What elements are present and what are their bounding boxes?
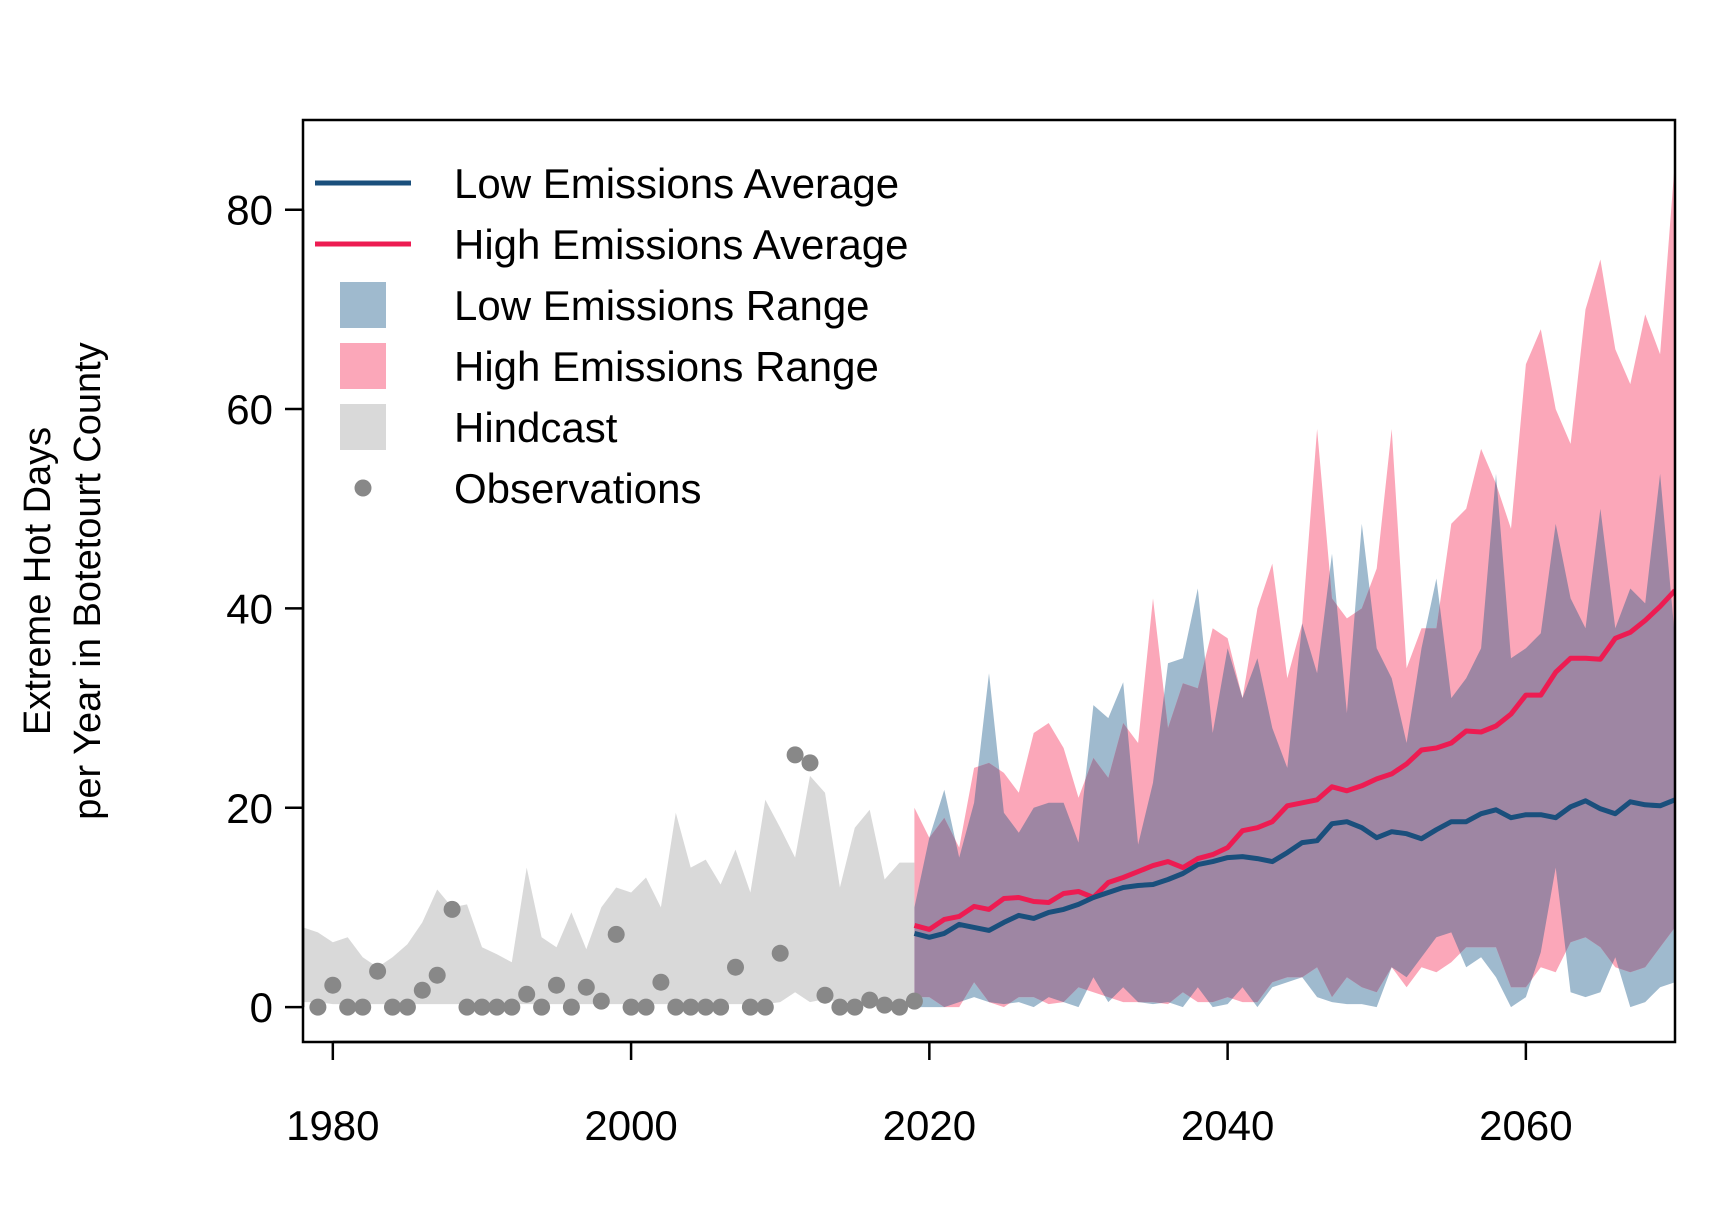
observation-point xyxy=(443,900,461,918)
legend-item: Hindcast xyxy=(340,404,618,451)
y-axis-title-line-1: Extreme Hot Days xyxy=(17,427,59,735)
x-tick-label: 2000 xyxy=(584,1102,677,1149)
observation-point xyxy=(533,998,551,1016)
y-tick-label: 60 xyxy=(226,386,273,433)
x-tick-label: 2040 xyxy=(1181,1102,1274,1149)
y-tick-label: 40 xyxy=(226,585,273,632)
observation-point xyxy=(712,998,730,1016)
observation-point xyxy=(637,998,655,1016)
legend-label: Low Emissions Range xyxy=(454,282,870,329)
legend-box-symbol xyxy=(340,343,386,389)
observation-point xyxy=(607,925,625,943)
legend-label: Low Emissions Average xyxy=(454,160,899,207)
observation-point xyxy=(503,998,521,1016)
range-overlap-band xyxy=(914,473,1675,1008)
observation-point xyxy=(756,998,774,1016)
legend-item: Low Emissions Range xyxy=(340,282,870,329)
observation-point xyxy=(667,998,685,1016)
y-tick-label: 0 xyxy=(250,984,273,1031)
observation-point xyxy=(548,976,565,994)
observation-point xyxy=(831,998,849,1016)
plot-content xyxy=(303,159,1675,1016)
legend-box-symbol xyxy=(340,404,386,450)
observation-point xyxy=(592,992,610,1010)
y-tick-label: 80 xyxy=(226,187,273,234)
observation-point xyxy=(905,992,923,1010)
legend-item: High Emissions Average xyxy=(315,221,908,268)
x-tick-label: 2060 xyxy=(1479,1102,1572,1149)
observation-point xyxy=(876,996,894,1014)
observation-point xyxy=(398,998,416,1016)
observation-point xyxy=(473,998,491,1016)
legend: Low Emissions Average High Emissions Aver… xyxy=(315,160,908,512)
observation-point xyxy=(428,966,446,984)
plot-area xyxy=(303,159,1675,1016)
hindcast-band xyxy=(303,775,915,1005)
legend-item: High Emissions Range xyxy=(340,343,879,390)
observation-point xyxy=(861,991,879,1009)
legend-box-symbol xyxy=(340,282,386,328)
high-emissions-average-line xyxy=(913,588,1675,932)
observation-point xyxy=(741,998,759,1016)
y-tick-label: 20 xyxy=(226,785,273,832)
observation-point xyxy=(846,998,864,1016)
observation-point xyxy=(891,998,908,1016)
observation-point xyxy=(458,998,476,1016)
legend-label: High Emissions Range xyxy=(454,343,879,390)
legend-item: Low Emissions Average xyxy=(315,160,899,207)
observation-point xyxy=(369,962,387,980)
legend-label: High Emissions Average xyxy=(454,221,908,268)
legend-item: Observations xyxy=(354,465,701,512)
observation-point xyxy=(339,998,357,1016)
observation-point xyxy=(786,746,804,764)
observation-point xyxy=(324,976,342,994)
observation-point xyxy=(413,981,431,999)
legend-label: Observations xyxy=(454,465,701,512)
observation-point xyxy=(488,998,506,1016)
observation-point xyxy=(801,754,819,772)
observation-point xyxy=(816,986,834,1004)
low-emissions-average-line xyxy=(913,797,1675,940)
observation-point xyxy=(384,998,401,1016)
observation-point xyxy=(682,998,700,1016)
y-axis-title-line-2: per Year in Botetourt County xyxy=(67,342,109,819)
x-tick-label: 1980 xyxy=(286,1102,379,1149)
observation-point xyxy=(697,998,715,1016)
legend-point-symbol xyxy=(354,479,372,497)
observation-point xyxy=(354,998,372,1016)
observation-point xyxy=(577,978,595,996)
observation-point xyxy=(622,998,640,1016)
x-tick-label: 2020 xyxy=(883,1102,976,1149)
observation-point xyxy=(562,998,580,1016)
observation-point xyxy=(727,958,744,976)
observation-point xyxy=(652,973,670,991)
observation-point xyxy=(518,985,536,1003)
observation-point xyxy=(309,998,327,1016)
legend-label: Hindcast xyxy=(454,404,618,451)
observation-point xyxy=(771,944,789,962)
